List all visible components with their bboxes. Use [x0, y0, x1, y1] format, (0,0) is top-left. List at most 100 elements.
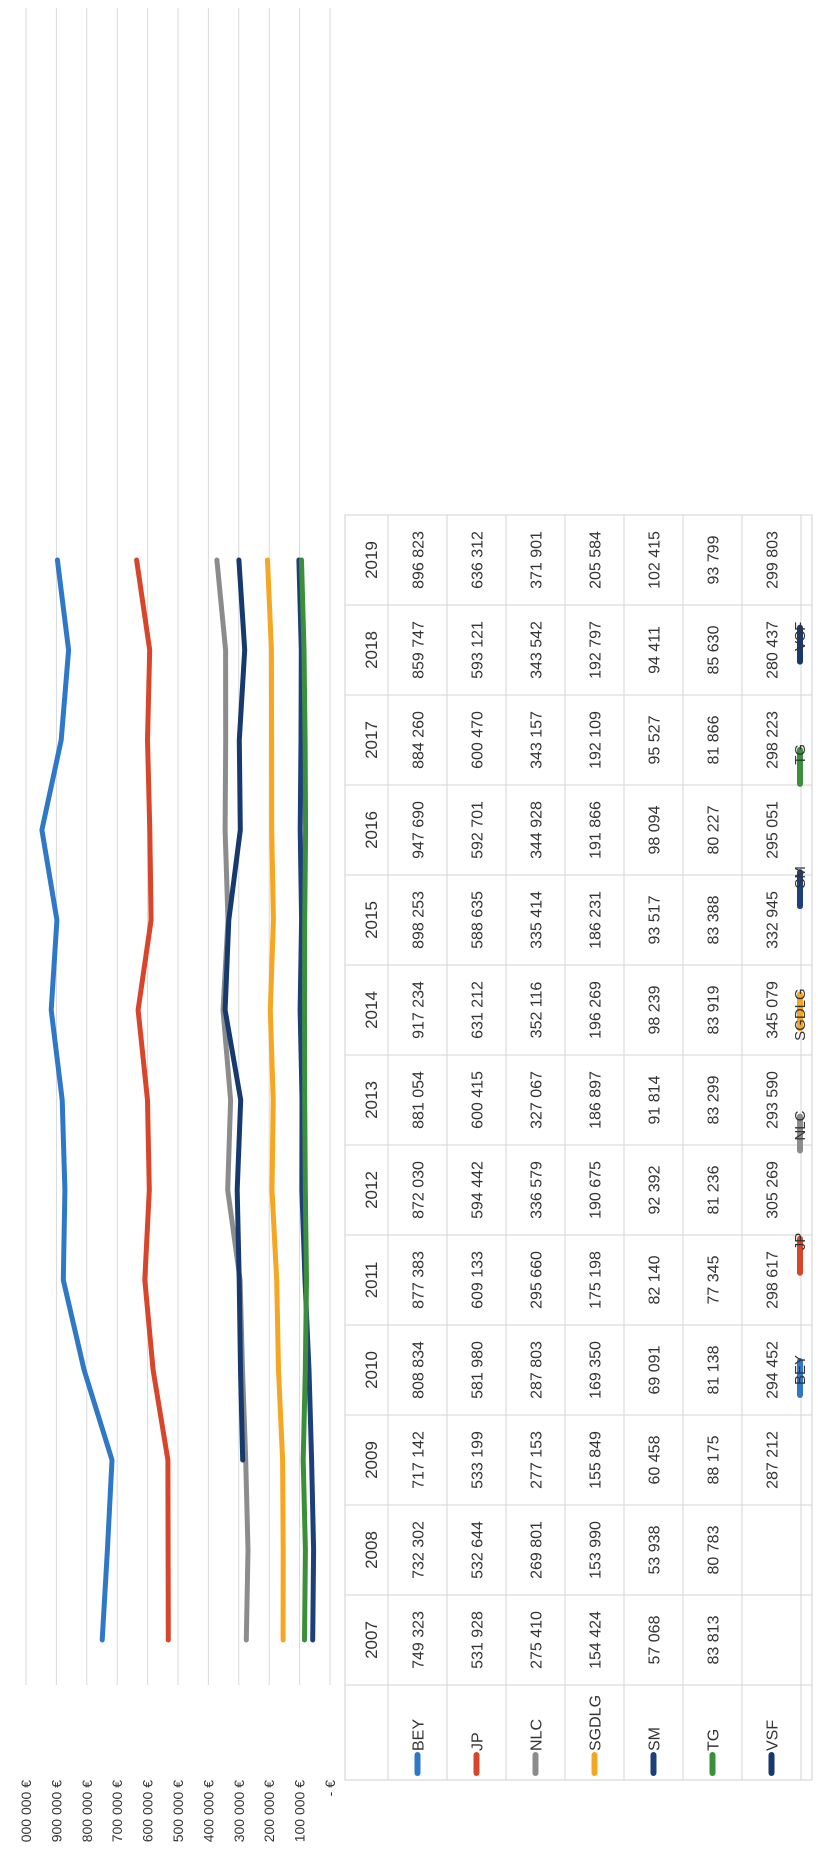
data-label: 92 392 — [647, 1165, 664, 1214]
data-label: 81 866 — [706, 715, 723, 764]
legend-label-bey: BEY — [792, 1355, 809, 1385]
data-label: 294 452 — [765, 1341, 782, 1399]
data-label: 77 345 — [706, 1255, 723, 1304]
data-label: 82 140 — [647, 1255, 664, 1304]
table-year-label: 2015 — [362, 901, 381, 939]
data-label: 343 542 — [529, 621, 546, 679]
legend-label-sgdlg: SGDLG — [792, 988, 809, 1041]
data-label: 295 051 — [765, 801, 782, 859]
data-label: 80 783 — [706, 1525, 723, 1574]
data-label: 881 054 — [411, 1071, 428, 1129]
data-label: 175 198 — [588, 1251, 605, 1309]
data-label: 81 138 — [706, 1345, 723, 1394]
data-label: 749 323 — [411, 1611, 428, 1669]
table-series-name-jp: JP — [470, 1732, 487, 1751]
table-year-label: 2012 — [362, 1171, 381, 1209]
data-label: 85 630 — [706, 625, 723, 674]
data-label: 102 415 — [647, 531, 664, 589]
data-label: 98 094 — [647, 805, 664, 854]
data-label: 609 133 — [470, 1251, 487, 1309]
data-label: 532 644 — [470, 1521, 487, 1579]
data-label: 884 260 — [411, 711, 428, 769]
data-label: 154 424 — [588, 1611, 605, 1669]
data-label: 287 212 — [765, 1431, 782, 1489]
series-line-bey — [39, 557, 115, 1643]
data-label: 344 928 — [529, 801, 546, 859]
y-tick-label: 1 000 000 € — [18, 1780, 34, 1844]
data-label: 191 866 — [588, 801, 605, 859]
data-label: 345 079 — [765, 981, 782, 1039]
data-label: 98 239 — [647, 985, 664, 1034]
y-tick-label: 800 000 € — [79, 1780, 95, 1842]
table-year-label: 2011 — [362, 1262, 381, 1299]
y-tick-label: 400 000 € — [200, 1780, 216, 1842]
data-label: 81 236 — [706, 1165, 723, 1214]
data-label: 69 091 — [647, 1345, 664, 1394]
table-series-name-vsf: VSF — [765, 1720, 782, 1751]
data-label: 186 231 — [588, 891, 605, 949]
legend-label-sm: SM — [792, 866, 809, 889]
table-year-label: 2007 — [362, 1621, 381, 1659]
y-tick-label: - € — [322, 1780, 338, 1797]
data-label: 192 109 — [588, 711, 605, 769]
data-label: 872 030 — [411, 1161, 428, 1219]
data-label: 80 227 — [706, 805, 723, 854]
table-year-label: 2013 — [362, 1081, 381, 1119]
data-label: 299 803 — [765, 531, 782, 589]
data-label: 336 579 — [529, 1161, 546, 1219]
data-label: 298 223 — [765, 711, 782, 769]
table-year-label: 2018 — [362, 631, 381, 669]
data-label: 371 901 — [529, 531, 546, 589]
y-tick-label: 200 000 € — [261, 1780, 277, 1842]
data-label: 631 212 — [470, 981, 487, 1039]
data-label: 53 938 — [647, 1525, 664, 1574]
data-label: 186 897 — [588, 1071, 605, 1129]
series-line-jp — [134, 557, 171, 1643]
table-series-name-sgdlg: SGDLG — [588, 1695, 605, 1751]
data-label: 192 797 — [588, 621, 605, 679]
data-label: 91 814 — [647, 1075, 664, 1124]
data-label: 594 442 — [470, 1161, 487, 1219]
data-label: 917 234 — [411, 981, 428, 1039]
data-label: 593 121 — [470, 621, 487, 679]
series-line-sgdlg — [265, 557, 286, 1643]
data-label: 280 437 — [765, 621, 782, 679]
data-label: 588 635 — [470, 891, 487, 949]
data-label: 600 415 — [470, 1071, 487, 1129]
data-label: 859 747 — [411, 621, 428, 679]
data-label: 298 617 — [765, 1251, 782, 1309]
data-label: 83 813 — [706, 1615, 723, 1664]
legend-label-vsf: VSF — [792, 622, 809, 651]
data-label: 169 350 — [588, 1341, 605, 1399]
data-label: 947 690 — [411, 801, 428, 859]
data-label: 83 299 — [706, 1075, 723, 1124]
data-label: 57 068 — [647, 1615, 664, 1664]
data-label: 293 590 — [765, 1071, 782, 1129]
table-year-label: 2016 — [362, 811, 381, 849]
table-series-name-nlc: NLC — [529, 1719, 546, 1751]
table-series-name-tg: TG — [706, 1729, 723, 1751]
data-label: 287 803 — [529, 1341, 546, 1399]
data-label: 60 458 — [647, 1435, 664, 1484]
data-label: 205 584 — [588, 531, 605, 589]
data-label: 896 823 — [411, 531, 428, 589]
table-series-name-sm: SM — [647, 1727, 664, 1751]
data-label: 717 142 — [411, 1431, 428, 1489]
table-year-label: 2014 — [362, 991, 381, 1029]
table-year-label: 2008 — [362, 1531, 381, 1569]
data-label: 275 410 — [529, 1611, 546, 1669]
y-tick-label: 300 000 € — [231, 1780, 247, 1842]
data-label: 83 919 — [706, 985, 723, 1034]
data-label: 196 269 — [588, 981, 605, 1039]
data-label: 93 517 — [647, 895, 664, 944]
data-label: 277 153 — [529, 1431, 546, 1489]
data-label: 88 175 — [706, 1435, 723, 1484]
data-label: 531 928 — [470, 1611, 487, 1669]
series-line-vsf — [222, 557, 248, 1463]
data-label: 352 116 — [529, 982, 546, 1039]
data-label: 95 527 — [647, 715, 664, 764]
y-tick-label: 100 000 € — [292, 1780, 308, 1842]
data-label: 295 660 — [529, 1251, 546, 1309]
legend-label-jp: JP — [792, 1233, 809, 1251]
